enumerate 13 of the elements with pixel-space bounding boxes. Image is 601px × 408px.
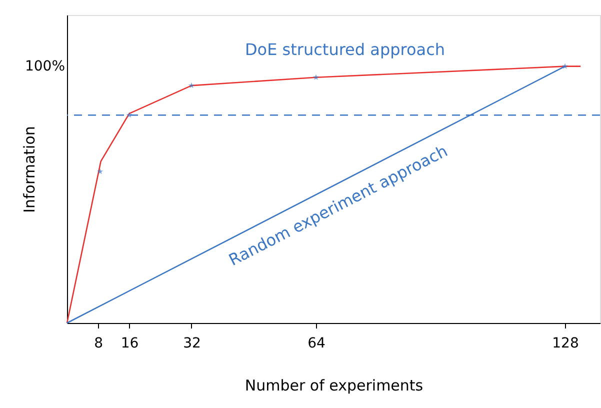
point xyxy=(126,112,132,118)
point xyxy=(188,82,194,88)
x-tick-label: 8 xyxy=(94,336,104,352)
y-axis-title: Information xyxy=(20,126,38,213)
x-tick-label: 16 xyxy=(120,336,139,352)
text: 100% xyxy=(24,58,65,74)
text: DoE structured approach xyxy=(244,40,446,59)
x-axis-title: Number of experiments xyxy=(244,376,424,394)
x-tick-label: 32 xyxy=(183,336,201,352)
x-tick-label: 128 xyxy=(552,336,579,352)
point xyxy=(312,74,319,80)
point xyxy=(97,168,104,174)
x-tick-label: 64 xyxy=(308,336,326,352)
